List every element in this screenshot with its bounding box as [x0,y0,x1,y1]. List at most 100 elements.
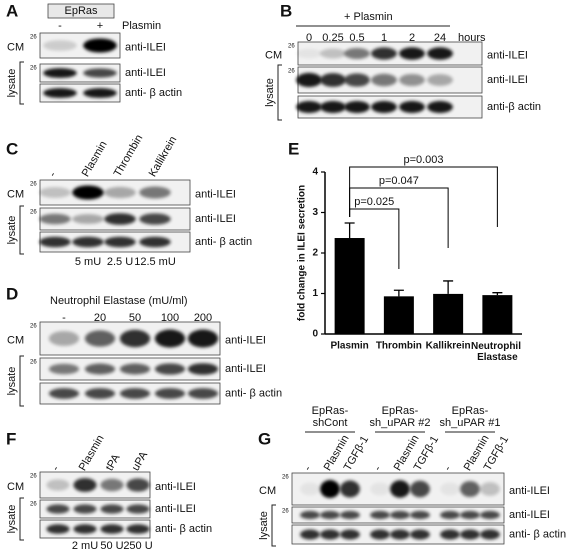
x-tick-label: Kallikrein [426,341,471,352]
band [371,101,397,113]
band [300,529,320,540]
row-label: anti-ILEI [155,503,196,515]
row-label: anti- β actin [155,523,212,535]
group-label: EpRas [64,5,98,17]
band [100,524,124,534]
band [344,47,370,60]
group-box [47,3,115,19]
error-bar [344,222,355,239]
bar [433,293,464,334]
band [320,73,346,87]
lane-label: 1 [381,32,387,44]
band [410,529,430,540]
dose-label: 250 U [123,540,152,550]
cm-label: CM [259,485,276,497]
band [100,478,124,492]
band [46,504,70,514]
lysate-label: lysate [6,69,18,98]
p-value: p=0.047 [379,175,419,187]
row-label: anti- β actin [125,87,182,99]
band [480,482,500,496]
lysate-bracket [19,61,24,105]
significance-bracket [349,208,400,269]
group-label: sh_uPAR #2 [370,417,431,429]
y-tick-label: 1 [312,288,318,299]
row-label: anti-ILEI [195,213,236,225]
marker-label: 26 [282,509,289,515]
marker-label: 26 [30,474,37,480]
band [440,529,460,540]
band [84,363,116,375]
p-value: p=0.025 [354,196,394,208]
y-tick-label: 2 [312,248,318,259]
panel-label: D [6,284,18,303]
band [139,213,171,225]
band [371,73,397,87]
panel-label: G [258,429,271,448]
band [104,213,136,225]
treatment-label: Neutrophil Elastase (mU/ml) [50,295,188,307]
band [73,478,97,492]
band [296,48,322,59]
marker-label: 26 [282,475,289,481]
band [300,510,320,520]
band [139,186,171,199]
cm-label: CM [7,41,24,53]
lane-label: - [62,312,66,324]
lysate-label: lysate [6,505,18,534]
band [39,187,71,198]
band [83,38,117,53]
group-label: EpRas- [452,405,489,417]
band [320,529,340,540]
band [399,47,425,60]
band [370,510,390,520]
band [296,72,322,88]
band [371,47,397,60]
band [427,101,453,113]
lane-label: - [50,463,62,472]
marker-label: 26 [288,44,295,50]
band [427,47,453,60]
marker-label: 26 [30,502,37,508]
marker-label: 26 [30,182,37,188]
band [320,101,346,113]
band [460,529,480,540]
band [43,68,77,78]
band [84,388,116,399]
band [154,363,186,375]
group-label: EpRas- [312,405,349,417]
y-tick-label: 4 [312,167,318,178]
row-label: anti-ILEI [509,509,550,521]
cm-label: CM [7,188,24,200]
band [320,510,340,520]
row-label: anti-ILEI [487,49,528,61]
band [320,480,340,498]
lane-label: - [442,463,454,472]
bar [334,238,365,334]
lane-label: 0 [306,32,312,44]
y-tick-label: 3 [312,207,318,218]
y-axis-label: fold change in ILEI secretion [297,185,308,321]
band [410,480,430,498]
panel-label: E [288,139,299,158]
lane-label: + [97,20,103,32]
marker-label: 26 [30,35,37,41]
lane-label: 0.5 [349,32,364,44]
band [126,478,150,492]
x-tick-label: Thrombin [376,341,422,352]
marker-label: 26 [30,324,37,330]
band [390,529,410,540]
bar [482,295,513,334]
x-tick-label: Plasmin [330,341,368,352]
row-label: anti-ILEI [509,485,550,497]
band [48,331,80,346]
band [83,88,117,98]
panel-label: C [6,139,18,158]
dose-label: 12.5 mU [134,256,176,268]
lane-label: tPA [104,452,123,473]
band [187,329,219,348]
dose-label: 2 mU [72,540,98,550]
lane-label: 200 [194,312,212,324]
band [46,524,70,534]
band [410,510,430,520]
